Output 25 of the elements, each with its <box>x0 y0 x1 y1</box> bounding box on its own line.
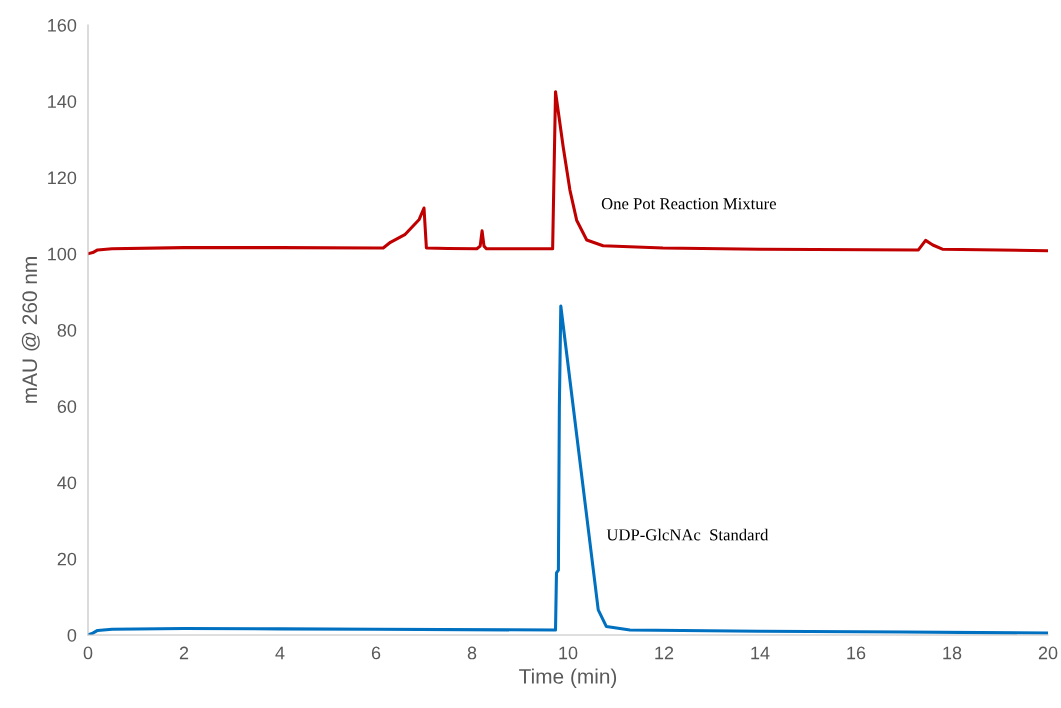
y-tick-label: 20 <box>57 552 77 566</box>
series-label: UDP-GlcNAc Standard <box>606 528 769 541</box>
x-tick-label: 14 <box>751 646 770 660</box>
y-tick-label: 80 <box>57 323 77 337</box>
x-tick-label: 4 <box>275 646 285 660</box>
x-tick-label: 20 <box>1038 646 1058 660</box>
line-series <box>88 90 1048 256</box>
x-axis-title: Time (min) <box>519 668 617 688</box>
x-tick-label: 8 <box>467 646 477 660</box>
x-tick-label: 12 <box>655 646 674 660</box>
x-tick-label: 2 <box>179 646 189 660</box>
y-tick-label: 160 <box>48 18 77 32</box>
y-tick-label: 120 <box>48 171 77 185</box>
x-tick-label: 16 <box>847 646 866 660</box>
y-tick-label: 0 <box>67 628 77 642</box>
x-tick-label: 6 <box>371 646 381 660</box>
x-tick-label: 0 <box>83 646 93 660</box>
x-tick-label: 18 <box>943 646 962 660</box>
y-tick-label: 140 <box>48 95 77 108</box>
y-axis-title: mAU @ 260 nm <box>21 257 40 403</box>
y-tick-label: 40 <box>57 476 77 490</box>
y-tick-label: 100 <box>48 247 77 261</box>
y-tick-label: 60 <box>57 400 77 413</box>
x-tick-label: 10 <box>559 646 578 660</box>
series-label: One Pot Reaction Mixture <box>601 198 776 210</box>
